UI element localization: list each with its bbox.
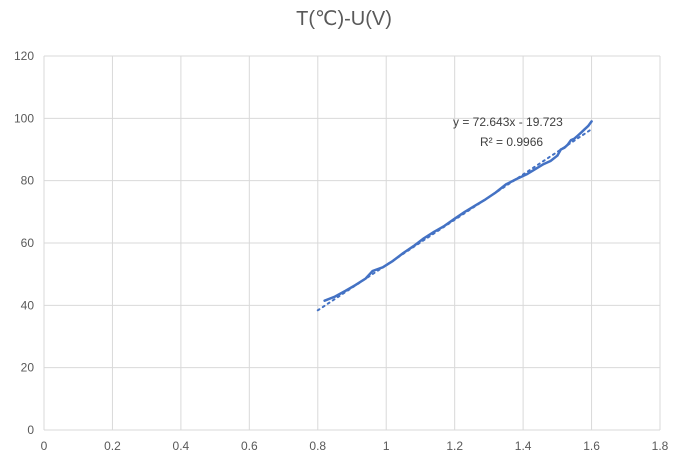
y-tick-label-2: 40 (21, 298, 35, 312)
y-tick-label-3: 60 (21, 236, 35, 250)
x-tick-label-0: 0 (41, 439, 48, 453)
x-tick-label-3: 0.6 (241, 439, 258, 453)
x-tick-label-1: 0.2 (104, 439, 121, 453)
x-tick-label-4: 0.8 (309, 439, 326, 453)
series-line (323, 120, 593, 302)
x-tick-label-9: 1.8 (652, 439, 669, 453)
series-path (323, 120, 593, 302)
y-tick-label-0: 0 (27, 423, 34, 437)
y-tick-label-6: 120 (14, 49, 34, 63)
y-tick-label-4: 80 (21, 174, 35, 188)
x-tick-label-7: 1.4 (515, 439, 532, 453)
trendline-r-squared: R² = 0.9966 (480, 135, 543, 149)
y-tick-label-1: 20 (21, 361, 35, 375)
x-axis-ticks: 0 0.2 0.4 0.6 0.8 1 1.2 1.4 1.6 1.8 (41, 439, 669, 453)
x-tick-label-8: 1.6 (583, 439, 600, 453)
gridlines (43, 55, 661, 431)
y-tick-label-5: 100 (14, 111, 34, 125)
trendline-equation: y = 72.643x - 19.723 (453, 115, 563, 129)
x-tick-label-6: 1.2 (446, 439, 463, 453)
chart-title: T(℃)-U(V) (296, 8, 392, 30)
y-axis-ticks: 0 20 40 60 80 100 120 (14, 49, 34, 437)
x-tick-label-2: 0.4 (173, 439, 190, 453)
x-tick-label-5: 1 (383, 439, 390, 453)
